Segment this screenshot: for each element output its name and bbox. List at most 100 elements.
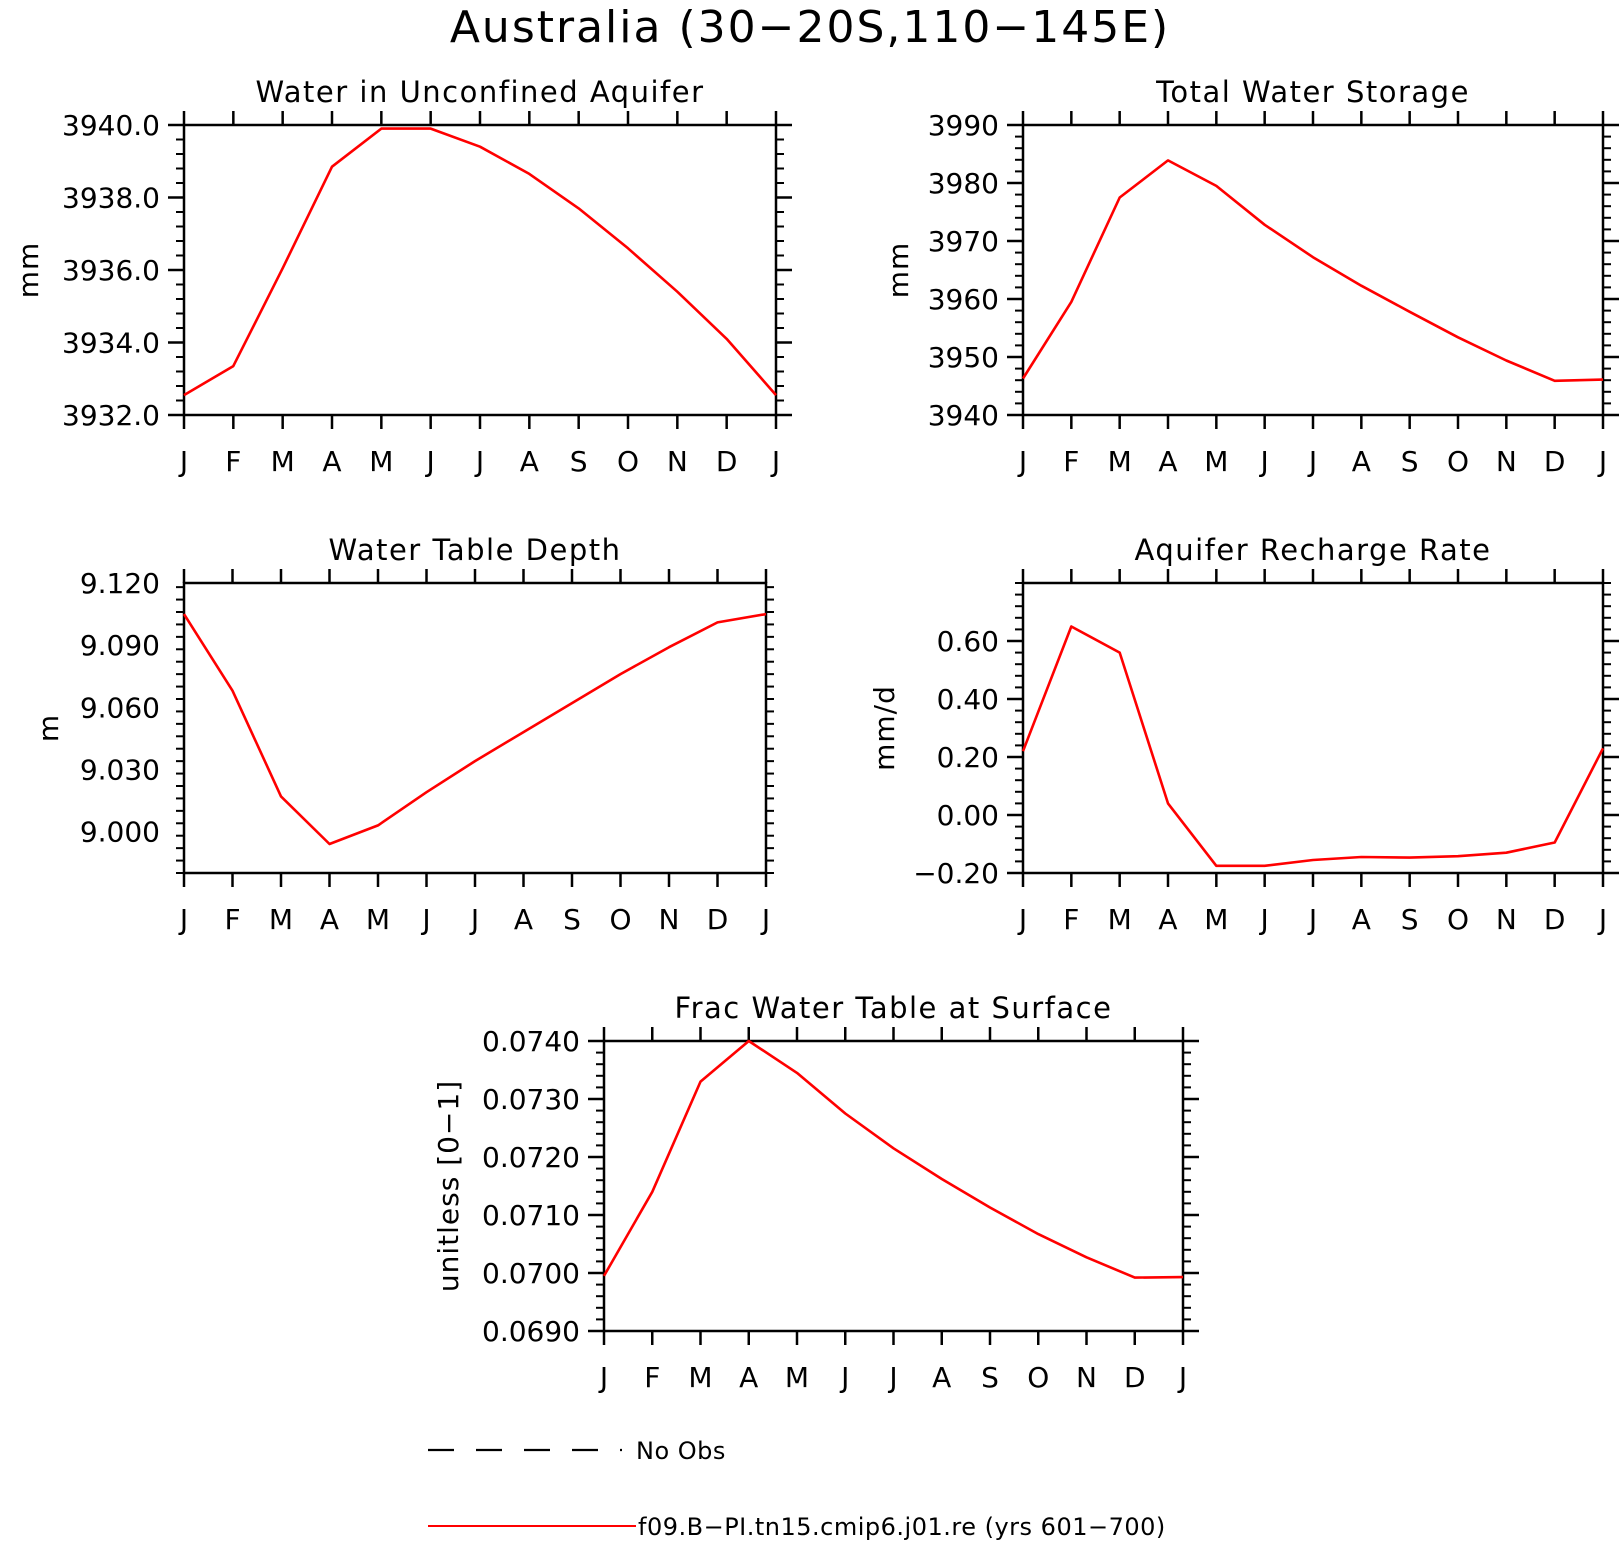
x-tick-label: M (1204, 903, 1228, 936)
x-tick-label: A (1352, 903, 1371, 936)
y-tick-label: 0.00 (937, 799, 999, 832)
x-tick-label: N (1496, 445, 1517, 478)
panel-title: Water in Unconfined Aquifer (255, 75, 704, 109)
y-axis-label: mm (882, 242, 915, 299)
figure-title: Australia (30−20S,110−145E) (450, 2, 1170, 53)
x-tick-label: S (563, 903, 581, 936)
x-tick-label: A (1352, 445, 1371, 478)
plot-frame (1021, 123, 1605, 417)
x-tick-label: J (1307, 903, 1317, 936)
x-tick-label: A (320, 903, 339, 936)
x-tick-label: J (1177, 1361, 1187, 1394)
x-tick-label: J (1307, 445, 1317, 478)
y-tick-label: 3980 (928, 167, 999, 200)
y-tick-label: 0.0730 (482, 1083, 580, 1116)
x-tick-label: N (1076, 1361, 1097, 1394)
y-tick-label: 3940 (928, 399, 999, 432)
y-tick-label: 3970 (928, 225, 999, 258)
y-tick-label: 0.0700 (482, 1257, 580, 1290)
x-tick-label: S (1401, 903, 1419, 936)
x-tick-label: F (1063, 903, 1079, 936)
x-tick-label: M (1108, 445, 1132, 478)
x-tick-label: F (1063, 445, 1079, 478)
panel-title: Frac Water Table at Surface (675, 991, 1113, 1025)
x-tick-label: A (322, 445, 341, 478)
y-tick-label: 9.030 (80, 753, 160, 786)
panels: J F M A M J J A S O N D J3932.03934.03936.03938.0394… (12, 75, 1619, 1394)
series-line (182, 612, 767, 846)
legend-label-model: f09.B−PI.tn15.cmip6.j01.re (yrs 601−700) (638, 1513, 1166, 1541)
x-tick-label: J (598, 1361, 608, 1394)
x-tick-label: D (1124, 1361, 1146, 1394)
plot-frame (602, 1039, 1185, 1333)
y-tick-label: 3960 (928, 283, 999, 316)
x-tick-label: D (1544, 445, 1566, 478)
x-tick-label: O (617, 445, 639, 478)
x-tick-label: F (224, 903, 240, 936)
x-tick-label: A (520, 445, 539, 478)
y-axis-label: m (32, 714, 65, 742)
x-tick-label: J (1017, 445, 1027, 478)
x-tick-label: J (760, 903, 770, 936)
y-tick-label: 0.0740 (482, 1025, 580, 1058)
y-tick-label: 0.0710 (482, 1199, 580, 1232)
x-tick-label: O (1027, 1361, 1049, 1394)
y-tick-label: 9.000 (80, 816, 160, 849)
x-tick-label: M (271, 445, 295, 478)
x-tick-label: S (981, 1361, 999, 1394)
panel-title: Total Water Storage (1155, 75, 1470, 109)
x-tick-label: J (1597, 903, 1607, 936)
x-tick-label: O (1447, 903, 1469, 936)
x-tick-label: A (739, 1361, 758, 1394)
plot-frame (1021, 581, 1605, 875)
x-tick-label: O (1447, 445, 1469, 478)
y-tick-label: 3934.0 (62, 327, 160, 360)
x-tick-label: A (1158, 445, 1177, 478)
x-tick-label: J (1259, 445, 1269, 478)
x-tick-label: S (1401, 445, 1419, 478)
x-tick-label: J (1597, 445, 1607, 478)
chart-water-table-depth: J F M A M J J A S O N D J9.0009.0309.0609.0909.120Wa… (32, 533, 774, 936)
y-axis-label: mm/d (868, 685, 901, 771)
plot-frame (182, 581, 768, 875)
y-axis-label: unitless [0−1] (432, 1080, 465, 1292)
x-tick-label: J (770, 445, 780, 478)
x-tick-label: J (178, 903, 188, 936)
series-line (1021, 625, 1605, 868)
y-tick-label: −0.20 (913, 857, 999, 890)
x-tick-label: J (1017, 903, 1027, 936)
legend: No Obs f09.B−PI.tn15.cmip6.j01.re (yrs 6… (428, 1437, 1166, 1541)
x-tick-label: J (178, 445, 188, 478)
y-axis-label: mm (12, 242, 45, 299)
x-tick-label: M (366, 903, 390, 936)
x-tick-label: A (514, 903, 533, 936)
x-tick-label: M (785, 1361, 809, 1394)
plot-frame (182, 123, 778, 417)
panel-title: Aquifer Recharge Rate (1134, 533, 1491, 567)
y-tick-label: 3936.0 (62, 254, 160, 287)
x-tick-label: M (688, 1361, 712, 1394)
y-tick-label: 3940.0 (62, 109, 160, 142)
chart-total-water-storage: J F M A M J J A S O N D J394039503960397039803990Tot… (882, 75, 1619, 478)
y-tick-label: 9.090 (80, 629, 160, 662)
chart-aquifer-water: J F M A M J J A S O N D J3932.03934.03936.03938.0394… (12, 75, 792, 478)
x-tick-label: J (425, 445, 435, 478)
legend-label-obs: No Obs (636, 1437, 726, 1465)
x-tick-label: M (1108, 903, 1132, 936)
chart-frac-water-table: J F M A M J J A S O N D J0.06900.07000.07100.07200.0… (432, 991, 1199, 1394)
y-tick-label: 3932.0 (62, 399, 160, 432)
x-tick-label: N (667, 445, 688, 478)
chart-recharge-rate: J F M A M J J A S O N D J−0.200.000.200.400.60Aquife… (868, 533, 1619, 936)
series-line (602, 1039, 1184, 1279)
y-tick-label: 0.40 (937, 683, 999, 716)
x-tick-label: N (1496, 903, 1517, 936)
x-tick-label: D (716, 445, 738, 478)
x-tick-label: D (1544, 903, 1566, 936)
y-tick-label: 0.0690 (482, 1315, 580, 1348)
x-tick-label: M (1204, 445, 1228, 478)
x-tick-label: A (1158, 903, 1177, 936)
y-tick-label: 0.60 (937, 625, 999, 658)
x-tick-label: O (609, 903, 631, 936)
x-tick-label: A (932, 1361, 951, 1394)
